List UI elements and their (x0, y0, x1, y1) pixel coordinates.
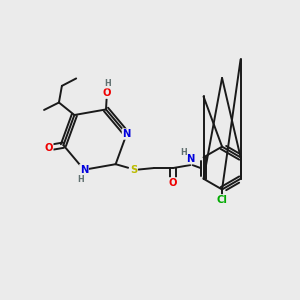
Text: Cl: Cl (217, 195, 227, 205)
Text: O: O (44, 142, 53, 152)
Text: N: N (80, 165, 88, 175)
Text: O: O (169, 178, 177, 188)
Text: H: H (104, 79, 111, 88)
Text: N: N (186, 154, 194, 164)
Text: N: N (122, 129, 131, 139)
Text: O: O (102, 88, 111, 98)
Text: H: H (78, 175, 84, 184)
Text: H: H (180, 148, 187, 157)
Text: S: S (130, 164, 137, 175)
